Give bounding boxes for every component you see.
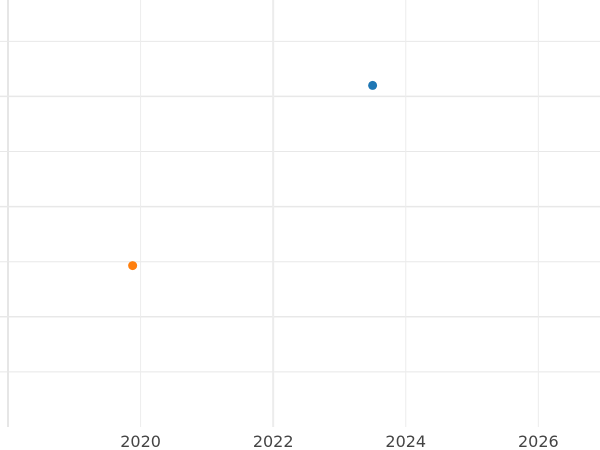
x-tick-label: 2024 [385,432,426,450]
x-tick-label: 2022 [253,432,294,450]
x-tick-label: 2026 [518,432,559,450]
grid [0,0,600,427]
x-tick-label: 2020 [120,432,161,450]
data-point [128,261,138,271]
x-axis: 2020 2022 2024 2026 [120,432,558,450]
points [128,80,378,271]
data-point [368,80,378,90]
